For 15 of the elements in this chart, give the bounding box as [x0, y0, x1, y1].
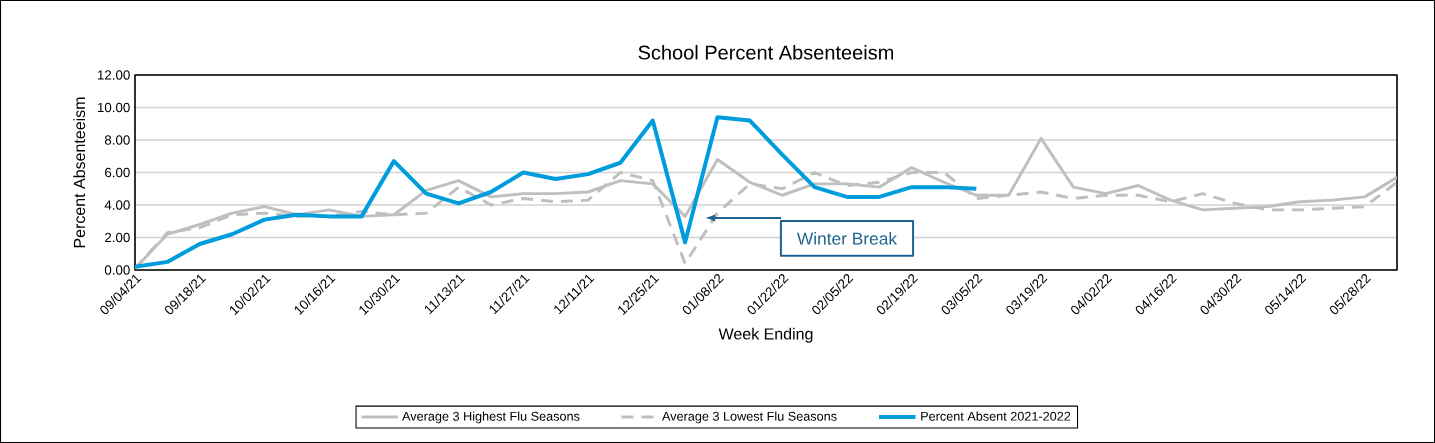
y-tick-label: 6.00 — [105, 167, 130, 178]
y-tick-label: 12.00 — [97, 70, 130, 80]
legend-label: Percent Absent 2021-2022 — [921, 411, 1071, 421]
y-tick-label: 4.00 — [104, 200, 130, 210]
legend-label: Average 3 Lowest Flu Seasons — [662, 411, 837, 424]
line-series — [135, 115, 979, 269]
x-axis-title: Week Ending — [718, 327, 813, 343]
y-tick-label: 10.00 — [97, 102, 130, 113]
y-tick-label: 2.00 — [105, 232, 130, 243]
annotation: Winter Break — [796, 232, 898, 245]
chart-title: School Percent Absenteeism — [638, 44, 894, 60]
y-tick-label: 8.00 — [104, 135, 130, 145]
legend-label: Average 3 Highest Flu Seasons — [402, 411, 580, 424]
y-axis-title: Percent Absenteeism — [73, 97, 86, 248]
y-tick-label: 0.00 — [104, 265, 130, 275]
